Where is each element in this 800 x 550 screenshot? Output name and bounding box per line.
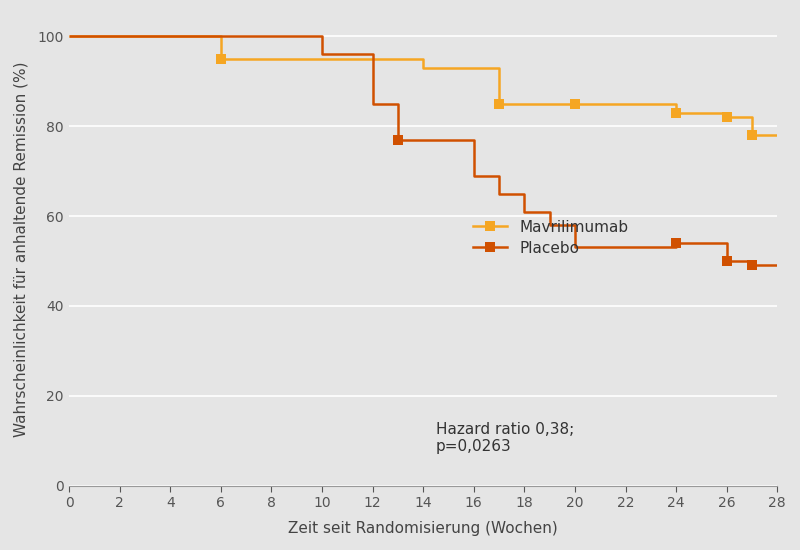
Text: Hazard ratio 0,38;
p=0,0263: Hazard ratio 0,38; p=0,0263	[436, 422, 574, 454]
X-axis label: Zeit seit Randomisierung (Wochen): Zeit seit Randomisierung (Wochen)	[288, 521, 558, 536]
Y-axis label: Wahrscheinlichkeit für anhaltende Remission (%): Wahrscheinlichkeit für anhaltende Remiss…	[14, 62, 29, 437]
Legend: Mavrilimumab, Placebo: Mavrilimumab, Placebo	[474, 219, 628, 256]
